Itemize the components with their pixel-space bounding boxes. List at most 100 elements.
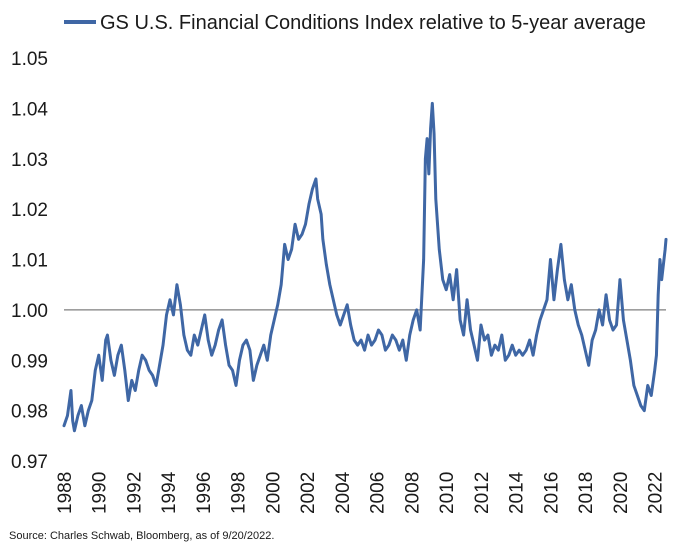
data-point [659,258,661,261]
source-note: Source: Charles Schwab, Bloomberg, as of… [9,530,274,542]
data-point [182,334,185,336]
data-point [577,324,580,326]
data-point [408,334,411,336]
data-point [290,248,293,251]
data-point [165,314,168,316]
data-point [490,354,493,357]
data-point [615,324,618,326]
data-point [110,359,112,362]
data-point [249,349,251,352]
data-point [308,203,310,205]
data-point [424,157,427,160]
data-point [573,308,576,311]
data-point [148,369,151,372]
data-point [116,354,119,357]
data-point [563,278,566,281]
data-point [94,369,97,372]
data-point [462,334,465,336]
data-point [665,238,667,241]
data-point [434,198,437,200]
data-point [601,324,604,326]
data-point [70,389,72,392]
data-point [200,329,203,331]
x-tick-label: 2010 [437,472,458,514]
data-point [384,349,387,352]
data-point [646,384,649,387]
y-axis: 0.97 0.98 0.99 1.00 1.01 1.02 1.03 1.04 1.05 [11,49,48,473]
data-point [445,288,448,291]
data-point [328,283,331,286]
data-point [553,298,555,301]
data-point [650,394,653,397]
data-point [186,349,189,352]
data-point [542,308,545,311]
data-point [660,278,663,281]
x-axis: 1988 1990 1992 1994 1996 1998 2000 2002 2004 2006… [55,471,667,514]
x-tick-label: 1998 [229,472,250,514]
data-point [158,364,161,367]
data-point [104,339,107,341]
data-point [262,344,265,347]
legend-label: GS U.S. Financial Conditions Index relat… [100,12,646,34]
x-tick-label: 2004 [333,471,354,514]
data-point [427,172,430,175]
data-point [339,324,342,326]
data-point [342,314,345,316]
data-point [480,324,482,326]
data-point [66,414,69,417]
data-point [664,248,667,251]
y-tick-label: 1.05 [11,49,48,70]
data-point [228,364,230,367]
data-point [594,329,597,331]
data-point [242,344,244,347]
data-point [448,273,451,276]
data-point [287,258,290,261]
data-point [87,409,90,412]
data-point [626,339,628,341]
data-point [367,334,369,336]
data-point [224,344,227,347]
data-point [419,329,422,331]
data-point [259,354,262,357]
data-point [320,213,323,216]
data-point [643,409,646,412]
x-tick-label: 2020 [611,472,632,514]
data-point [252,379,255,382]
data-point [106,334,109,336]
x-tick-label: 2002 [298,472,319,514]
y-tick-label: 0.97 [11,452,48,473]
data-point [655,354,658,357]
data-point [137,369,140,372]
data-point [487,334,489,336]
data-point [422,258,425,261]
data-point [587,364,590,367]
data-point [653,369,656,372]
data-point [235,384,237,387]
y-tick-label: 0.99 [11,351,48,372]
data-point [207,339,210,341]
data-point [459,319,462,321]
data-point [255,364,258,367]
data-point [639,404,642,407]
data-point [476,359,479,362]
data-point [605,293,607,296]
data-point [231,369,234,372]
data-point [196,344,199,347]
data-point [608,319,611,321]
y-tick-label: 1.00 [11,301,48,322]
y-tick-label: 1.03 [11,150,48,171]
data-point [405,359,408,362]
data-point [469,329,472,331]
data-point [316,198,319,200]
data-point [619,278,621,281]
data-point [353,339,356,341]
y-tick-label: 1.02 [11,200,48,221]
data-point [238,359,241,362]
data-point [360,339,362,341]
data-point [622,319,625,321]
data-point [176,283,178,286]
data-point [662,263,665,266]
data-point [429,127,432,130]
data-point [245,339,248,341]
data-point [394,339,397,341]
